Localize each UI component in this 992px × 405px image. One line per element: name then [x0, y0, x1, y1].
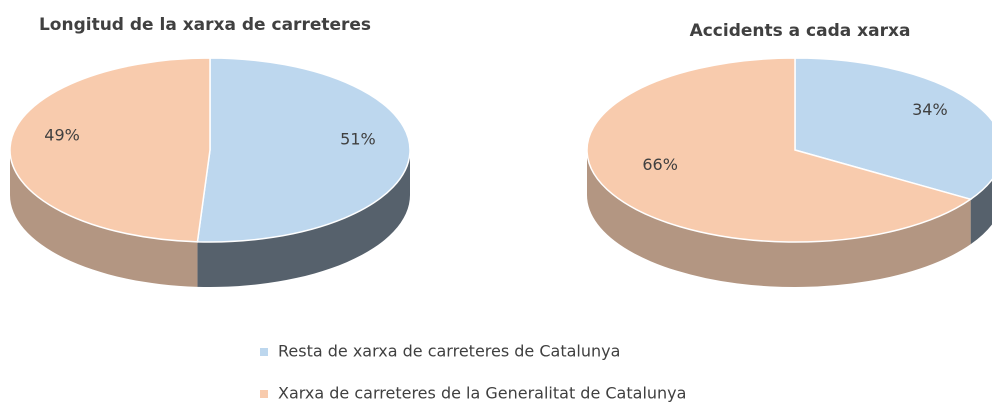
pie-slice [794, 57, 992, 201]
legend-swatch [260, 348, 268, 356]
pie-slice [196, 57, 411, 243]
chart-title: Longitud de la xarxa de carreteres [39, 15, 371, 35]
legend-swatch [260, 390, 268, 398]
data-label: 49% [44, 126, 80, 145]
data-label: 66% [642, 155, 678, 174]
pie-side [197, 150, 410, 287]
pie-slice [9, 57, 211, 243]
pie-side [10, 150, 198, 287]
legend-label: Resta de xarxa de carreteres de Cataluny… [278, 342, 620, 361]
pie-slice [586, 57, 973, 243]
data-label: 51% [340, 129, 376, 148]
legend-label: Xarxa de carreteres de la Generalitat de… [278, 384, 686, 403]
pie-side [587, 150, 971, 288]
chart-title: Accidents a cada xarxa [690, 21, 911, 41]
data-label: 34% [912, 100, 948, 119]
